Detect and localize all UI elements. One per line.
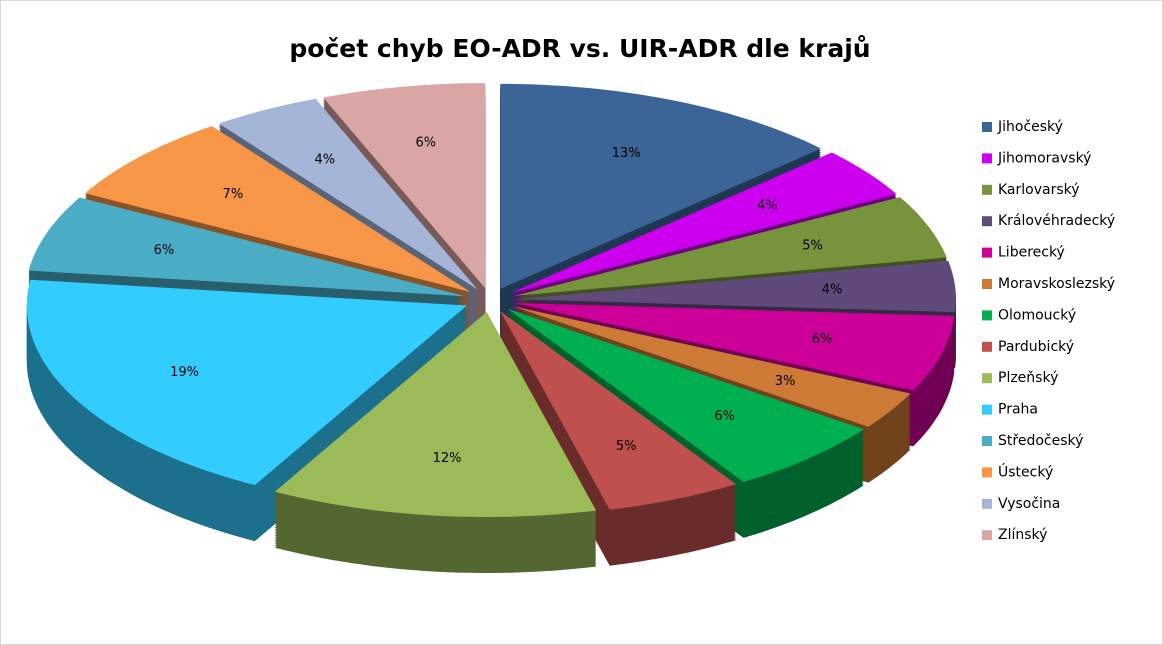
data-label: 3% [775,374,796,389]
slice [26,279,467,486]
data-label: 6% [812,332,833,347]
slice [28,197,466,297]
slice [274,312,597,517]
slice [514,197,947,296]
data-label: 4% [757,199,778,214]
legend-label: Liberecký [998,245,1065,261]
legend-label: Olomoucký [998,307,1076,323]
data-label: 6% [415,136,436,151]
data-label: 4% [822,282,843,297]
legend-swatch [982,279,992,289]
slice [323,83,486,289]
data-label: 13% [612,146,641,161]
legend-swatch [982,153,992,164]
legend-label: Středočeský [998,433,1083,449]
legend-label: Královéhradecký [998,213,1115,229]
legend-swatch [982,122,992,132]
legend-label: Moravskoslezský [998,276,1115,292]
legend-label: Jihočeský [997,119,1063,135]
legend-swatch [982,310,992,321]
slice [84,126,471,292]
legend-label: Pardubický [998,339,1074,355]
legend-label: Praha [998,402,1038,418]
data-label: 12% [433,451,462,466]
slice [500,83,822,289]
data-label: 5% [616,439,637,454]
data-label: 6% [154,243,175,258]
legend-label: Plzeňský [998,370,1058,386]
legend-swatch [982,498,992,509]
slice [500,311,737,510]
legend-label: Karlovarský [998,182,1080,198]
legend-swatch [982,216,992,227]
slice [512,306,911,427]
slice [218,98,478,290]
chart-title: počet chyb EO-ADR vs. UIR-ADR dle krajů [289,34,870,63]
legend-label: Ústecký [998,462,1053,480]
legend-swatch [982,247,992,258]
data-label: 7% [223,187,244,202]
legend-swatch [982,341,992,352]
legend-swatch [982,184,992,195]
legend-label: Vysočina [998,496,1060,512]
legend-swatch [982,436,992,446]
legend-swatch [982,530,992,541]
data-label: 4% [315,153,336,168]
data-label: 6% [714,409,735,424]
legend-label: Jihomoravský [997,150,1091,166]
data-label: 5% [802,238,823,253]
slice [511,152,897,293]
legend-swatch [982,373,992,384]
legend-label: Zlínský [998,527,1047,543]
data-label: 19% [170,365,199,380]
slice [507,308,864,482]
legend-swatch [982,467,992,478]
slice [515,260,956,313]
slice [515,303,955,391]
legend-swatch [982,404,992,415]
